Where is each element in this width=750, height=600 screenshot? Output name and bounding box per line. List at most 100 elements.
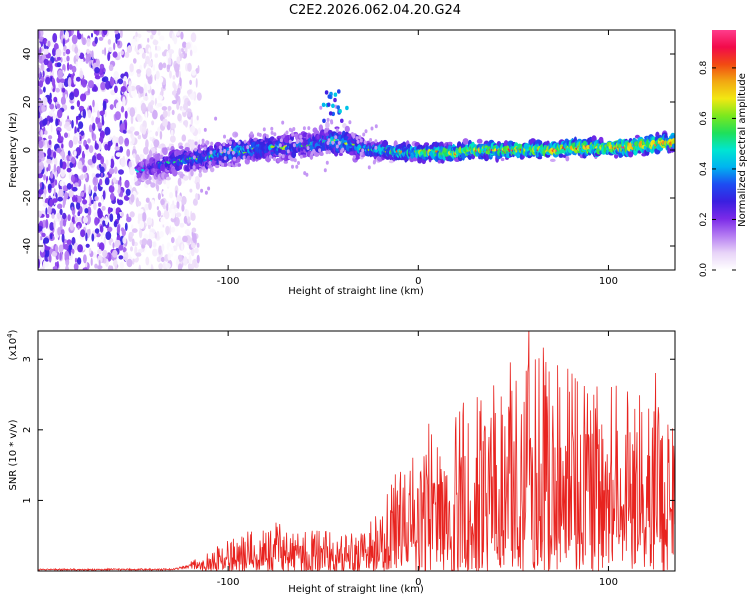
ridge-blob [412,157,418,162]
noise-blob [177,177,182,187]
noise-blob [148,47,151,53]
noise-blob [43,237,50,244]
ridge-blob [319,152,324,156]
noise-blob [172,75,176,80]
faint-blob [265,134,269,139]
ridge-blob [437,159,442,164]
noise-blob [58,82,63,89]
faint-blob [341,147,345,152]
noise-blob [108,168,115,175]
snr-x-tick-label: -100 [217,577,240,588]
noise-blob [124,51,130,59]
noise-blob [75,61,78,67]
noise-blob [148,224,151,230]
noise-blob [118,244,124,251]
noise-blob [83,254,87,264]
noise-blob [85,52,91,62]
noise-blob [189,188,193,193]
noise-blob [68,139,74,149]
faint-blob [359,151,363,156]
noise-blob [195,78,198,88]
noise-blob [52,88,55,93]
noise-blob [64,250,70,260]
ridge-blob [198,168,202,174]
noise-blob [148,60,153,67]
noise-blob [117,40,120,46]
noise-blob [117,213,121,221]
faint-blob [319,105,323,110]
noise-blob [124,222,128,231]
spectrogram-axes: -100 0 100 -40 -20 0 20 40 [22,30,675,287]
faint-blob [330,120,334,125]
noise-blob [67,214,71,222]
noise-blob [57,69,63,80]
noise-blob [66,55,70,62]
noise-blob [114,166,118,174]
noise-blob [108,185,115,193]
noise-blob [114,85,118,94]
noise-blob [169,70,172,79]
faint-blob [201,141,205,146]
noise-blob [100,81,106,91]
noise-blob [184,229,190,237]
faint-blob [278,152,282,157]
noise-blob [187,100,191,107]
noise-blob [122,236,127,244]
faint-blob [234,162,238,167]
noise-blob [196,92,202,101]
noise-blob [56,130,60,136]
noise-blob [192,198,198,206]
noise-blob [123,75,128,82]
noise-blob [97,248,102,255]
noise-blob [172,245,178,252]
faint-blob [201,138,205,143]
plume-blob [328,111,333,116]
noise-blob [82,216,89,224]
noise-blob [81,79,87,88]
noise-blob [187,248,190,254]
noise-blob [173,35,178,45]
noise-blob [162,62,167,69]
noise-blob [76,201,81,210]
noise-blob [104,177,110,186]
noise-blob [165,263,171,269]
noise-blob [42,96,48,106]
noise-blob [97,110,100,119]
noise-blob [108,46,113,53]
noise-blob [191,242,196,249]
faint-blob [221,162,225,167]
spectrogram-panel: -100 0 100 -40 -20 0 20 40 Height of straight l… [8,29,676,297]
noise-blob [44,117,48,125]
noise-blob [91,199,94,205]
faint-blob [219,149,223,154]
plume-blob [336,105,341,110]
noise-blob [77,244,83,253]
noise-blob [65,257,70,267]
ridge-blob [145,180,152,185]
noise-blob [124,137,130,147]
noise-blob [61,87,66,93]
noise-blob [152,241,157,248]
noise-blob [74,257,78,263]
snr-series-line [38,331,675,571]
noise-blob [40,242,45,253]
noise-blob [58,188,64,199]
noise-blob [70,174,75,183]
ridge-blob [337,131,342,135]
faint-blob [227,150,231,155]
noise-blob [78,105,85,112]
noise-blob [80,229,86,238]
noise-blob [91,130,94,138]
noise-blob [56,56,62,61]
noise-blob [160,256,165,263]
noise-blob [152,64,156,72]
noise-blob [107,265,112,270]
colorbar-tick-label: 0.8 [699,60,709,75]
noise-blob [94,216,99,226]
ridge-blob [388,160,394,164]
noise-blob [120,30,123,39]
noise-blob [90,257,93,266]
noise-blob [43,48,49,55]
noise-blob [67,150,71,156]
spectrogram-x-tick-label: 100 [599,276,618,287]
